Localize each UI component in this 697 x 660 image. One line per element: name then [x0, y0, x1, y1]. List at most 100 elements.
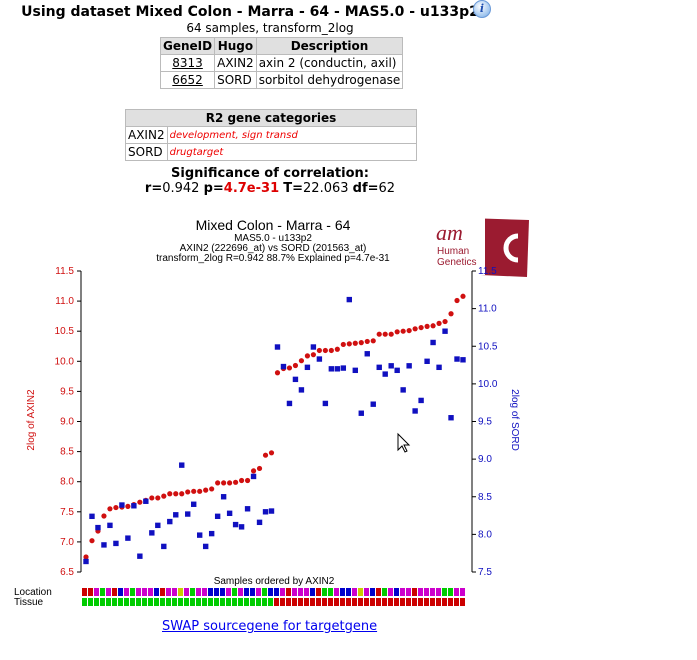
tissue-cell	[430, 598, 435, 606]
location-cell	[154, 588, 159, 596]
location-cell	[382, 588, 387, 596]
axin2-point	[155, 495, 161, 501]
sord-point	[400, 387, 406, 393]
tissue-cell	[82, 598, 87, 606]
gene-table: GeneID Hugo Description 8313 AXIN2 axin …	[159, 37, 404, 89]
location-cell	[370, 588, 375, 596]
sord-point	[292, 376, 299, 383]
axin2-point	[406, 327, 412, 334]
location-cell	[256, 588, 261, 596]
axin2-point	[352, 340, 358, 346]
table-row: SORD drugtarget	[125, 143, 418, 161]
p-value: 4.7e-31	[223, 181, 280, 196]
location-cell	[130, 588, 135, 596]
track-label-location: Location	[14, 587, 52, 598]
sord-point	[448, 415, 454, 421]
location-cell	[460, 588, 465, 596]
sord-point	[280, 363, 287, 370]
p-label: p=	[203, 181, 224, 196]
sord-point	[179, 462, 185, 468]
location-cell	[280, 588, 285, 596]
sord-point	[304, 364, 311, 371]
col-geneid: GeneID	[159, 37, 216, 55]
geneid-link[interactable]: 8313	[159, 54, 216, 72]
tissue-cell	[148, 598, 153, 606]
sord-point	[310, 344, 317, 350]
sord-point	[191, 501, 197, 507]
location-cell	[310, 588, 315, 596]
sord-point	[83, 558, 89, 565]
chart-subtitle-2: AXIN2 (222696_at) vs SORD (201563_at)	[180, 243, 367, 254]
location-cell	[412, 588, 417, 596]
svg-text:Genetics: Genetics	[437, 257, 476, 268]
tissue-cell	[388, 598, 393, 606]
location-cell	[214, 588, 219, 596]
y-tick-label-right: 11.5	[478, 266, 497, 277]
location-cell	[172, 588, 177, 596]
sord-point	[250, 473, 257, 480]
tissue-cell	[352, 598, 357, 606]
hugo-cell: SORD	[214, 71, 257, 89]
tissue-cell	[100, 598, 105, 606]
location-cell	[424, 588, 429, 596]
tissue-cell	[376, 598, 381, 606]
sord-point	[125, 535, 131, 541]
axin2-point	[256, 465, 263, 472]
tissue-cell	[112, 598, 117, 606]
y-tick-label-left: 6.5	[60, 567, 74, 578]
location-cell	[352, 588, 357, 596]
tissue-cell	[418, 598, 423, 606]
geneid-link[interactable]: 6652	[159, 71, 216, 89]
axin2-point	[346, 341, 352, 347]
y-tick-label-right: 8.0	[478, 529, 492, 540]
location-cell	[334, 588, 339, 596]
location-cell	[358, 588, 363, 596]
tissue-cell	[316, 598, 321, 606]
sord-point	[226, 510, 233, 517]
sord-point	[214, 513, 221, 520]
x-axis-label: Samples ordered by AXIN2	[214, 576, 335, 587]
sord-point	[334, 366, 341, 372]
sord-point	[173, 512, 179, 518]
tissue-cell	[340, 598, 345, 606]
category-cell: development, sign transd	[166, 126, 418, 144]
tissue-cell	[196, 598, 201, 606]
axin2-point	[89, 538, 95, 544]
tissue-cell	[154, 598, 159, 606]
axin2-point	[268, 450, 275, 456]
axin2-point	[364, 338, 370, 345]
location-cell	[190, 588, 195, 596]
location-cell	[454, 588, 459, 596]
sord-point	[394, 367, 400, 374]
swap-genes-link[interactable]: SWAP sourcegene for targetgene	[162, 619, 378, 634]
location-cell	[184, 588, 189, 596]
axin2-point	[197, 488, 203, 494]
tissue-cell	[202, 598, 207, 606]
axin2-point	[149, 495, 155, 501]
sord-point	[232, 521, 239, 528]
location-cell	[286, 588, 291, 596]
tissue-cell	[412, 598, 417, 606]
sord-point	[256, 519, 263, 526]
table-row: AXIN2 development, sign transd	[125, 126, 418, 144]
tissue-cell	[442, 598, 447, 606]
info-icon[interactable]: i	[473, 0, 491, 18]
location-cell	[364, 588, 369, 596]
sord-point	[358, 410, 364, 416]
sord-point	[196, 532, 203, 538]
location-cell	[304, 588, 309, 596]
axin2-point	[316, 347, 322, 354]
sord-point	[238, 524, 245, 530]
tissue-cell	[346, 598, 351, 606]
y-tick-label-left: 8.0	[60, 477, 74, 488]
df-value: 62	[378, 181, 396, 196]
y-tick-label-left: 7.5	[60, 507, 74, 518]
col-hugo: Hugo	[214, 37, 257, 55]
table-row: 6652 SORD sorbitol dehydrogenase	[159, 71, 404, 89]
axin2-point	[412, 326, 418, 332]
location-cell	[346, 588, 351, 596]
dataset-subtitle: 64 samples, transform_2log	[186, 21, 354, 35]
location-cell	[328, 588, 333, 596]
tissue-cell	[244, 598, 249, 606]
tissue-cell	[292, 598, 297, 606]
